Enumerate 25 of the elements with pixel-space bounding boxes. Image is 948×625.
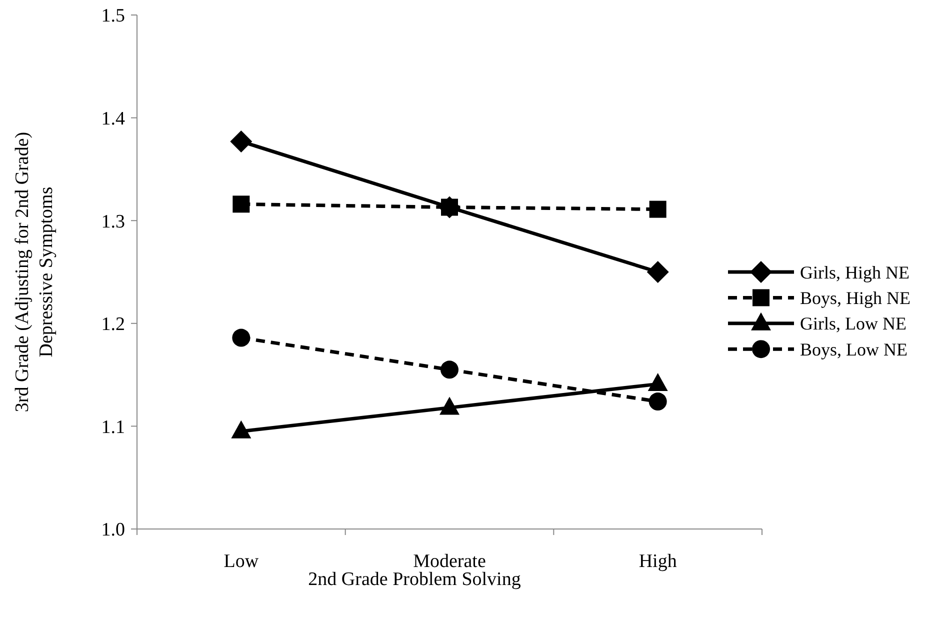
legend-label: Boys, Low NE bbox=[800, 339, 908, 360]
y-tick-label: 1.3 bbox=[101, 211, 125, 232]
y-axis-title: 3rd Grade (Adjusting for 2nd Grade) Depressive Symptoms bbox=[12, 132, 57, 412]
y-tick-label: 1.4 bbox=[101, 108, 126, 130]
y-tick-label: 1.0 bbox=[101, 520, 125, 541]
legend-label: Girls, Low NE bbox=[800, 314, 906, 334]
point bbox=[649, 200, 666, 218]
point bbox=[230, 130, 252, 152]
point bbox=[232, 328, 250, 347]
x-tick-label: Moderate bbox=[413, 551, 486, 572]
point bbox=[648, 392, 667, 411]
point bbox=[232, 196, 250, 213]
x-axis-title: 2nd Grade Problem Solving bbox=[308, 569, 522, 590]
point bbox=[440, 360, 458, 379]
point bbox=[231, 420, 252, 438]
y-tick-label: 1.2 bbox=[101, 314, 125, 336]
legend-label: Boys, High NE bbox=[800, 288, 911, 308]
y-tick-label: 1.1 bbox=[101, 416, 125, 438]
point bbox=[646, 261, 669, 283]
point bbox=[440, 396, 460, 415]
x-tick-label: High bbox=[638, 551, 678, 572]
y-tick-label: 1.5 bbox=[101, 6, 125, 27]
x-tick-label: Low bbox=[224, 551, 259, 572]
legend-label: Girls, High NE bbox=[800, 262, 910, 282]
point bbox=[648, 373, 668, 392]
